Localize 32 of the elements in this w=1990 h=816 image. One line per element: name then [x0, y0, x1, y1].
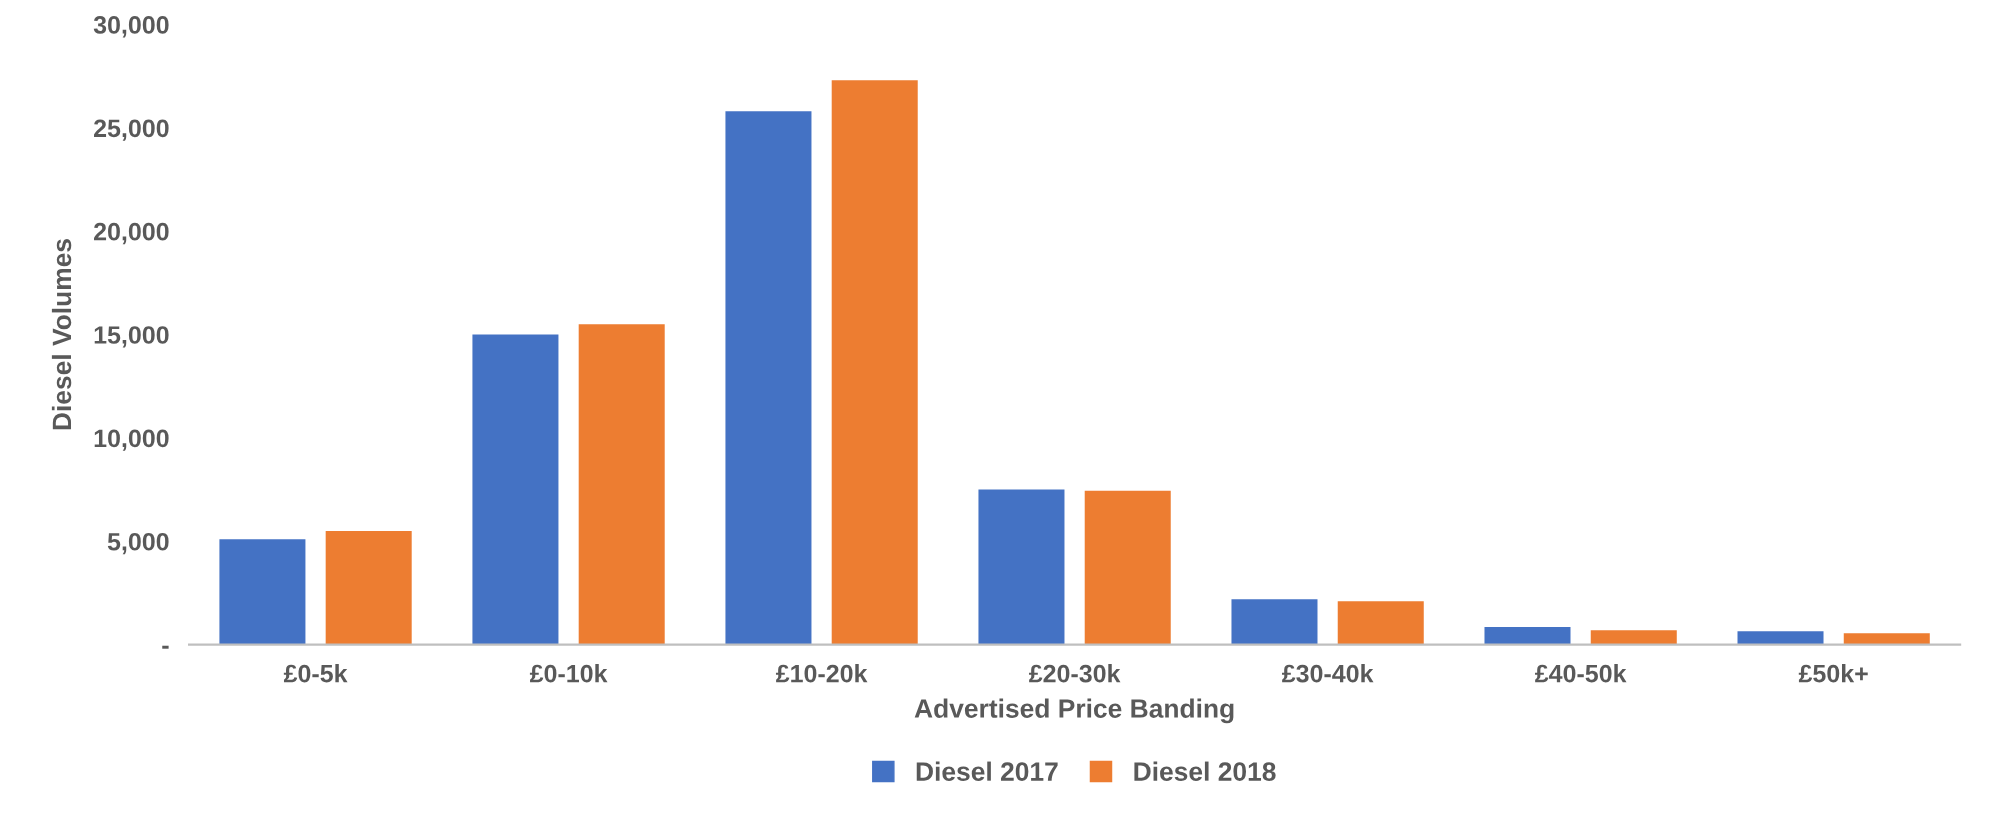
x-tick-label: £50k+ — [1798, 664, 1868, 683]
x-tick-label: £10-20k — [775, 664, 868, 683]
x-axis-title: Advertised Price Banding — [914, 698, 1234, 724]
bar — [578, 324, 665, 645]
x-tick-label: £0-10k — [529, 664, 608, 683]
bar — [1737, 631, 1824, 645]
x-tick-label: £40-50k — [1535, 664, 1627, 683]
bar — [472, 334, 559, 645]
y-tick-label: 20,000 — [94, 222, 169, 245]
x-tick-label: £0-5k — [283, 664, 348, 683]
bar — [219, 539, 306, 645]
y-tick-label: - — [162, 645, 169, 649]
bar — [978, 489, 1065, 645]
bar — [831, 80, 918, 645]
y-tick-label: 5,000 — [107, 532, 169, 555]
bar — [1337, 601, 1424, 645]
bar — [725, 111, 812, 645]
bar — [1843, 633, 1930, 645]
bar — [1084, 490, 1171, 645]
y-tick-label: 15,000 — [94, 326, 169, 348]
y-tick-label: 25,000 — [94, 119, 169, 141]
x-tick-label: £20-30k — [1028, 664, 1121, 683]
bar — [1231, 599, 1318, 645]
y-tick-label: 10,000 — [94, 429, 169, 451]
legend-label: Diesel 2018 — [1134, 761, 1276, 781]
y-tick-label: 30,000 — [93, 16, 169, 38]
bar — [325, 530, 412, 645]
y-axis-title: Diesel Volumes — [51, 239, 72, 430]
legend-label: Diesel 2017 — [916, 761, 1058, 781]
x-tick-label: £30-40k — [1282, 664, 1374, 683]
bar — [1590, 630, 1677, 645]
bar — [1484, 627, 1571, 645]
